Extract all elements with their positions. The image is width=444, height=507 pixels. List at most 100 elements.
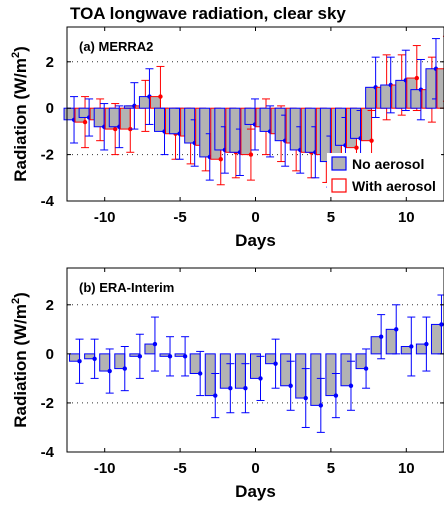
bar <box>250 353 261 379</box>
mean-point <box>273 361 278 366</box>
mean-point <box>128 126 133 132</box>
bar <box>325 353 337 397</box>
panel-b-y-axis-label-superscript: 2 <box>10 298 22 304</box>
mean-point <box>414 75 419 81</box>
bar <box>169 107 181 135</box>
bar <box>380 84 392 109</box>
bar <box>229 107 241 153</box>
panel-b-y-axis-label-close: ) <box>11 292 30 298</box>
panel-a-y-axis-label-superscript: 2 <box>10 52 22 58</box>
mean-point <box>354 145 359 150</box>
bar <box>340 353 352 387</box>
mean-point <box>77 359 82 364</box>
mean-point <box>197 371 203 376</box>
x-tick-label: 5 <box>327 460 335 477</box>
mean-point <box>122 366 127 371</box>
bar <box>295 353 307 399</box>
panel-a-y-axis-label-close: ) <box>11 46 30 52</box>
mean-point <box>218 157 223 162</box>
bar <box>244 107 256 125</box>
x-tick-label: -5 <box>173 209 186 226</box>
legend-swatch-with-aerosol <box>331 178 347 193</box>
mean-point <box>213 393 218 398</box>
mean-point <box>439 322 444 327</box>
bar <box>184 107 196 144</box>
bar <box>119 107 131 130</box>
mean-point <box>243 386 248 391</box>
panel-a-y-axis-label-main: Radiation (W/m <box>11 58 30 182</box>
bar <box>319 107 331 163</box>
bar <box>93 107 105 128</box>
legend: No aerosol With aerosol <box>327 153 441 197</box>
bar <box>425 68 437 109</box>
legend-entry-no-aerosol: No aerosol <box>352 156 424 172</box>
x-tick-label: 10 <box>398 209 415 226</box>
y-tick-label: -4 <box>41 444 55 461</box>
mean-point <box>288 383 293 388</box>
bar <box>114 353 126 370</box>
mean-point <box>409 344 414 349</box>
y-tick-label: 2 <box>46 54 54 71</box>
x-tick-label: 10 <box>398 460 415 477</box>
mean-point <box>378 334 384 339</box>
figure-title: TOA longwave radiation, clear sky <box>70 4 346 23</box>
bar <box>355 353 367 370</box>
bar <box>138 96 150 109</box>
bar <box>63 107 75 121</box>
bar <box>436 68 444 109</box>
bar <box>280 353 292 387</box>
mean-point <box>92 356 97 361</box>
mean-point <box>113 126 118 132</box>
bar <box>370 336 382 355</box>
mean-point <box>182 354 188 359</box>
mean-point <box>258 376 263 381</box>
mean-point <box>394 327 399 332</box>
bar <box>154 107 166 132</box>
panel-b-label: (b) ERA-Interim <box>79 280 174 295</box>
bar <box>204 353 216 397</box>
bar <box>219 353 231 389</box>
bar <box>289 107 301 151</box>
mean-point <box>167 354 173 359</box>
bar <box>385 328 397 355</box>
bar <box>395 79 407 109</box>
x-tick-label: 5 <box>327 209 335 226</box>
mean-point <box>137 354 143 359</box>
panel-a-y-axis-label: Radiation (W/m2) <box>10 46 30 182</box>
y-tick-label: -2 <box>41 395 54 412</box>
bar <box>108 107 120 128</box>
panel-b-y-axis-label-main: Radiation (W/m <box>11 304 30 428</box>
legend-entry-with-aerosol: With aerosol <box>352 178 436 194</box>
y-tick-label: 2 <box>46 297 54 314</box>
x-tick-label: -10 <box>94 209 116 226</box>
bar <box>304 107 316 153</box>
bar <box>199 107 211 158</box>
bar <box>310 353 322 406</box>
panel-b-y-axis-label: Radiation (W/m2) <box>10 292 30 428</box>
panel-a: -10 -5 0 5 10 -4 -2 0 2 (a) MERRA2 Days Radiatio… <box>10 26 444 250</box>
mean-point <box>248 152 254 157</box>
mean-point <box>303 395 308 401</box>
panel-a-x-axis-label: Days <box>235 231 276 250</box>
mean-point <box>107 368 112 374</box>
y-tick-label: 0 <box>46 100 54 117</box>
bar <box>430 323 442 355</box>
bar <box>189 353 201 374</box>
mean-point <box>348 383 354 388</box>
mean-point <box>333 393 339 398</box>
x-tick-label: -5 <box>173 460 186 477</box>
panel-a-label: (a) MERRA2 <box>79 39 153 54</box>
bar <box>234 353 246 389</box>
mean-point <box>318 403 324 408</box>
bar <box>274 107 286 142</box>
panel-b-x-axis-label: Days <box>235 482 276 501</box>
y-tick-label: -4 <box>41 193 55 210</box>
mean-point <box>82 119 88 125</box>
legend-swatch-no-aerosol <box>331 156 347 171</box>
bar <box>365 86 377 109</box>
bar <box>410 89 422 109</box>
mean-point <box>369 138 374 143</box>
mean-point <box>363 366 369 371</box>
mean-point <box>424 341 429 347</box>
